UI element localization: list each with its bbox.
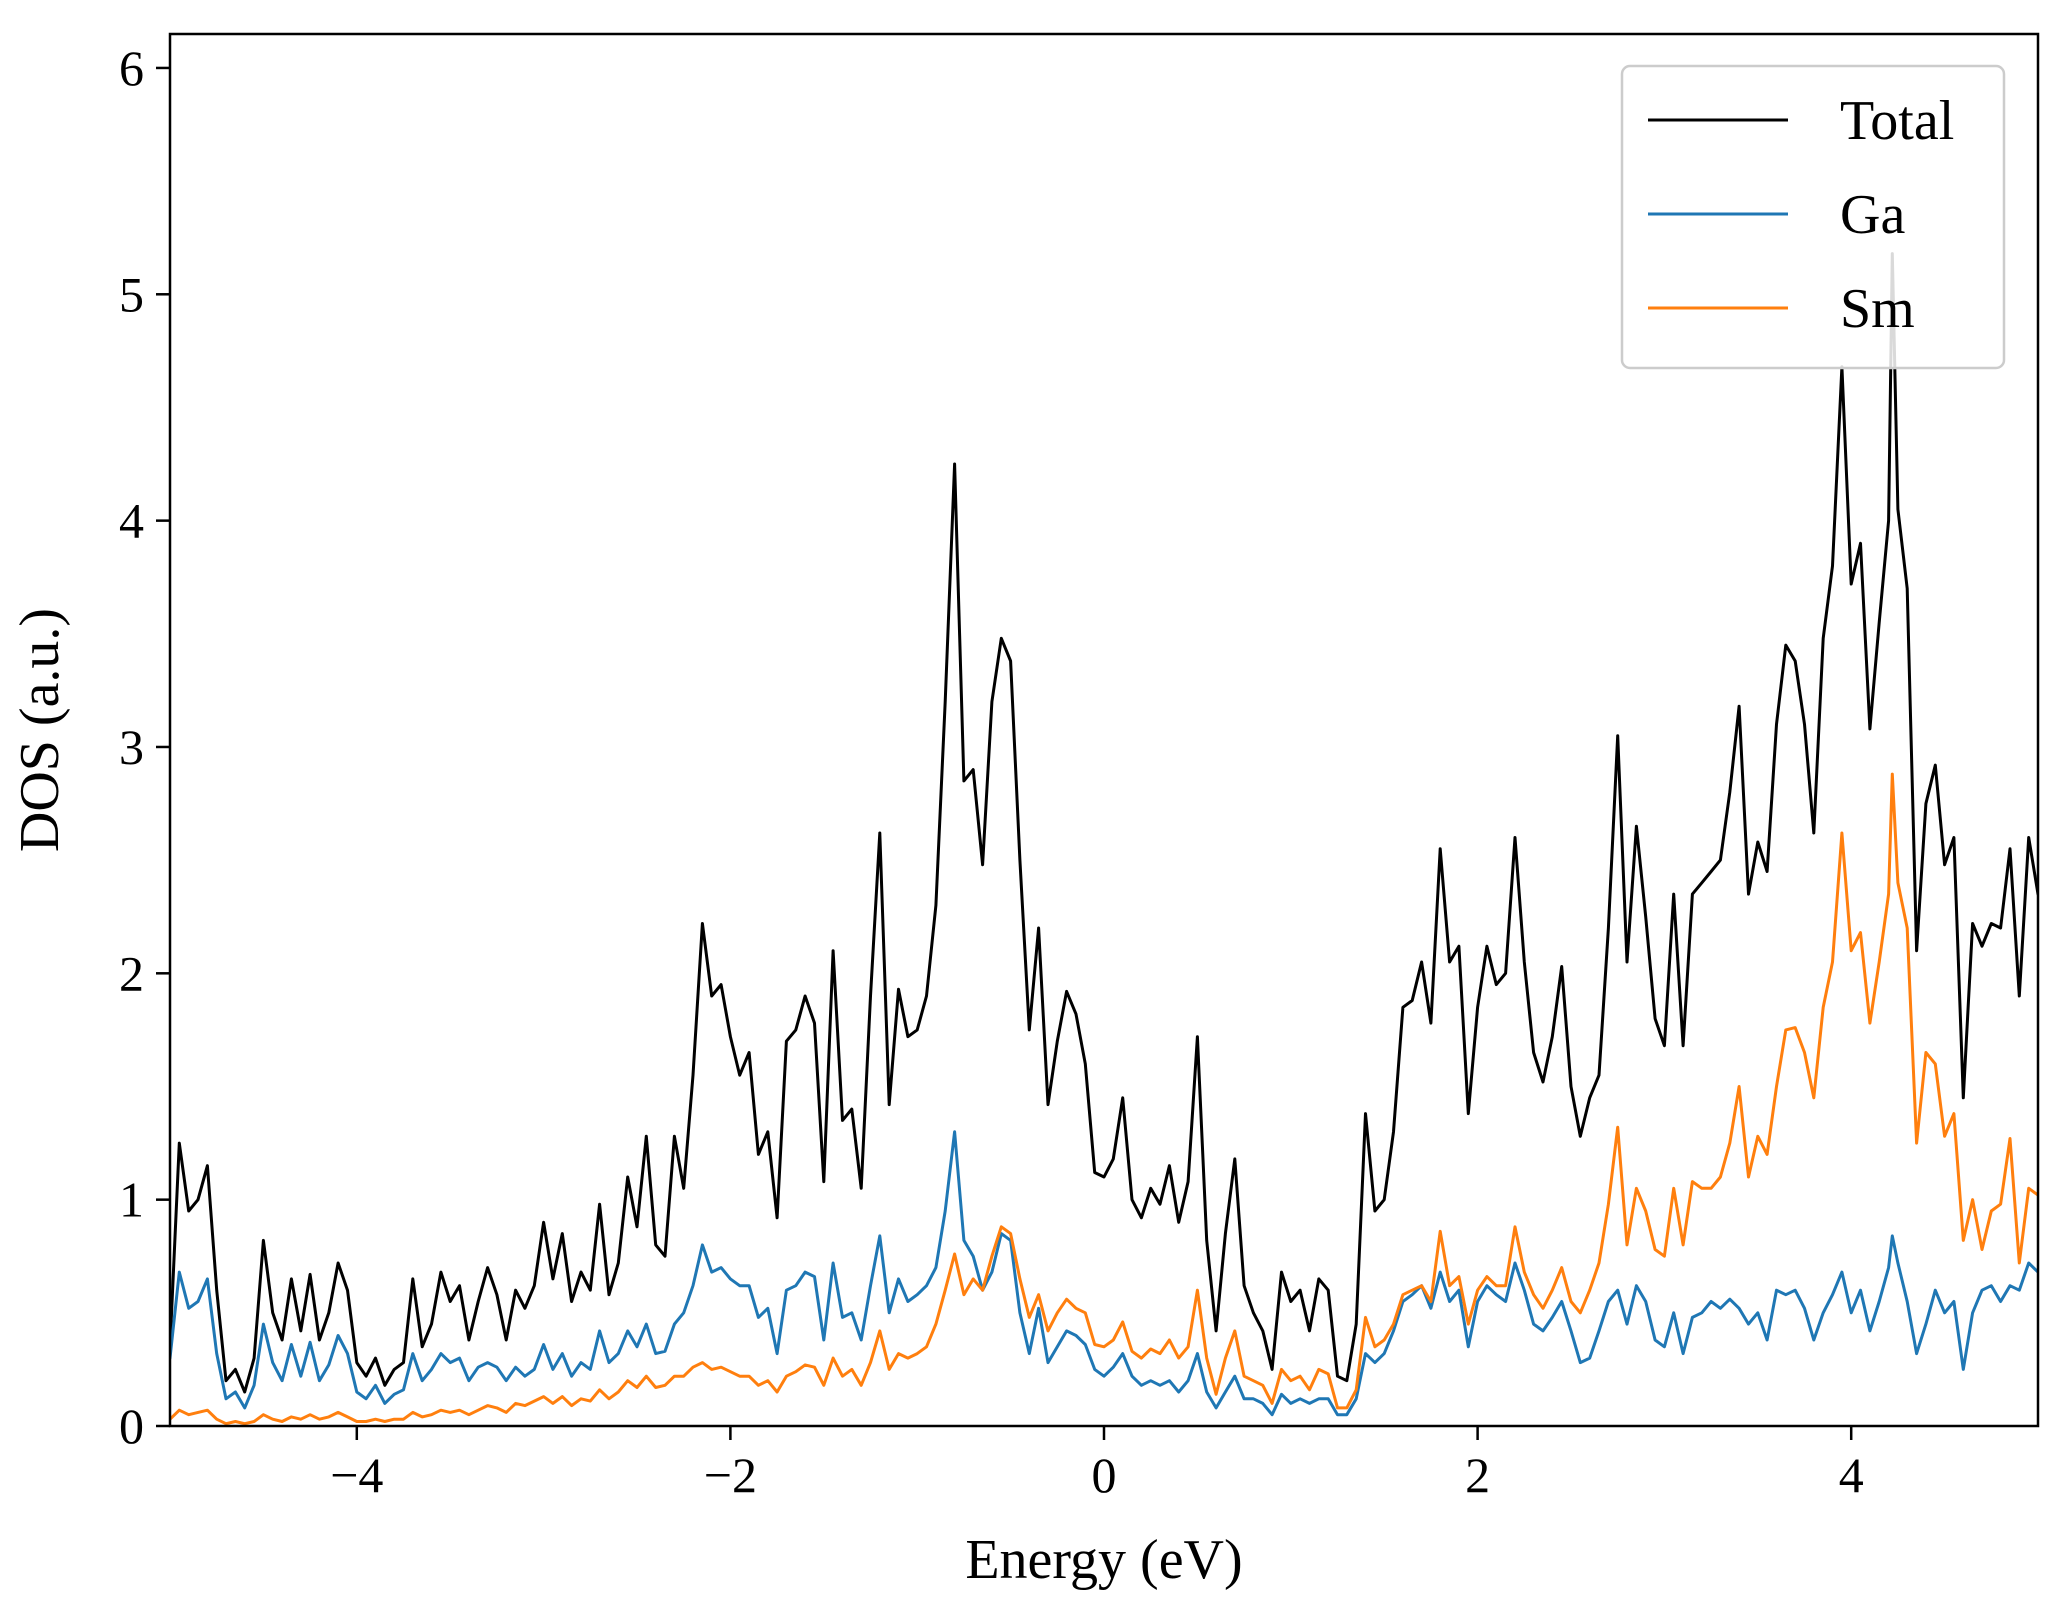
y-tick-label: 1 (119, 1172, 144, 1228)
series-line-sm (170, 772, 2038, 1426)
y-tick-label: 4 (119, 493, 144, 549)
y-tick-label: 2 (119, 945, 144, 1001)
x-tick-label: −2 (704, 1447, 757, 1503)
x-tick-label: 4 (1839, 1447, 1864, 1503)
legend-box (1620, 64, 2006, 370)
y-tick-label: 0 (119, 1398, 144, 1454)
series-line-total (170, 252, 2038, 1394)
y-tick-label: 3 (119, 719, 144, 775)
x-axis: −4 −2 0 2 4 (330, 1426, 1864, 1503)
series-layer (170, 252, 2038, 1426)
x-tick-label: 0 (1092, 1447, 1117, 1503)
legend-label-sm: Sm (1840, 278, 1915, 340)
y-axis-label: DOS (a.u.) (9, 608, 71, 852)
legend-label-total: Total (1840, 90, 1954, 152)
series-line-ga (170, 1130, 2038, 1417)
x-axis-label: Energy (eV) (965, 1529, 1242, 1591)
legend: Total Ga Sm (1620, 64, 2006, 370)
y-tick-label: 5 (119, 266, 144, 322)
y-axis: 0 1 2 3 4 5 6 (119, 40, 170, 1454)
x-tick-label: −4 (330, 1447, 383, 1503)
y-tick-label: 6 (119, 40, 144, 96)
legend-label-ga: Ga (1840, 184, 1905, 246)
x-tick-label: 2 (1465, 1447, 1490, 1503)
